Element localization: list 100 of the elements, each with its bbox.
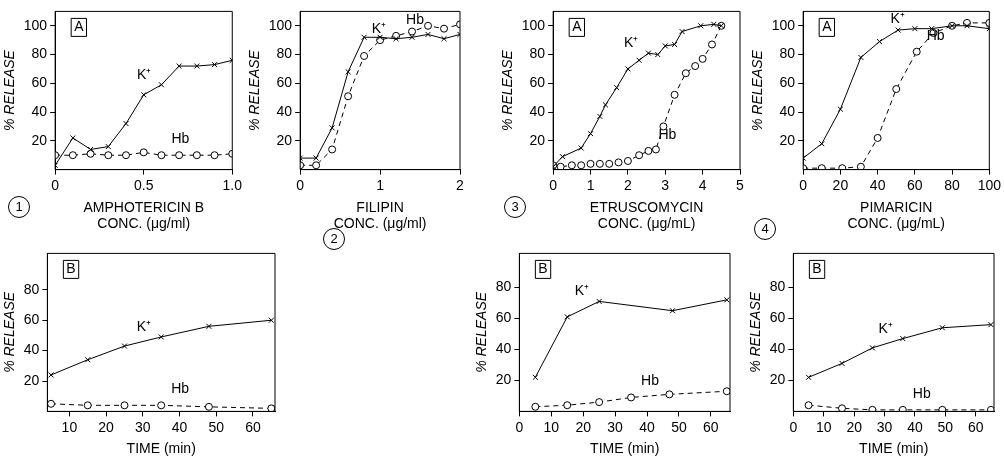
annotation: B	[812, 260, 822, 277]
y-tick-label: 40	[23, 341, 40, 358]
y-tick-label: 100	[771, 16, 796, 33]
y-tick-label: 80	[769, 278, 786, 295]
y-tick-label: 80	[23, 280, 40, 297]
text: 1	[8, 196, 30, 218]
y-tick-label: 20	[529, 131, 546, 148]
x-tick-label: 2	[456, 176, 465, 193]
y-tick-label: 20	[769, 371, 786, 388]
x-tick-label: 40	[171, 418, 188, 435]
x-tick-label: 0	[789, 418, 798, 435]
annotation: A	[74, 18, 85, 35]
series-label: Hb	[171, 130, 190, 147]
x-tick-label: 100	[977, 176, 1002, 193]
x-tick-label: 40	[639, 418, 656, 435]
y-tick-label: 60	[529, 74, 546, 91]
y-tick-label: 40	[495, 340, 512, 357]
annotation: A	[572, 18, 583, 35]
x-tick-label: 0	[51, 176, 60, 193]
y-tick-label: 80	[495, 278, 512, 295]
text: 2	[323, 228, 345, 250]
x-tick-label: 30	[135, 418, 151, 435]
series-label: Hb	[171, 380, 190, 397]
x-tick-label: 0	[515, 418, 524, 435]
x-tick-label: 0	[296, 176, 305, 193]
x-tick-label: 0	[799, 176, 808, 193]
x-tick-label: 50	[671, 418, 687, 435]
annotation: A	[822, 18, 833, 35]
series-label: Hb	[406, 10, 425, 27]
x-axis-title: ETRUSCOMYCIN CONC. (μg/mL)	[589, 198, 704, 232]
x-tick-label: 10	[815, 418, 832, 435]
y-tick-label: 20	[31, 131, 48, 148]
y-tick-label: 60	[276, 74, 293, 91]
x-tick-label: 5	[736, 176, 745, 193]
annotation: B	[66, 260, 76, 277]
series-label: K⁺	[878, 319, 893, 336]
y-tick-label: 80	[31, 45, 48, 62]
x-tick-label: 4	[698, 176, 707, 193]
x-tick-label: 30	[607, 418, 624, 435]
x-tick-label: 10	[543, 418, 560, 435]
x-tick-label: 20	[832, 176, 849, 193]
series-label: Hb	[926, 26, 945, 43]
series-label: Hb	[641, 372, 660, 389]
series-label: K⁺	[574, 282, 590, 299]
y-tick-label: 40	[276, 102, 293, 119]
x-axis-title: PIMARICIN CONC. (μg/mL)	[847, 198, 945, 232]
x-tick-label: 30	[876, 418, 893, 435]
series-label: K⁺	[890, 9, 905, 26]
y-tick-label: 80	[529, 45, 546, 62]
x-tick-label: 60	[703, 418, 719, 435]
y-tick-label: 40	[769, 340, 786, 357]
annotation: B	[538, 260, 548, 277]
y-tick-label: 60	[495, 309, 512, 326]
y-tick-label: 80	[276, 45, 293, 62]
y-tick-label: 20	[779, 131, 796, 148]
x-axis-title: TIME (min)	[126, 440, 196, 457]
y-tick-label: 40	[779, 102, 796, 119]
x-tick-label: 60	[967, 418, 984, 435]
y-tick-label: 20	[23, 371, 40, 388]
x-tick-label: 0	[549, 176, 558, 193]
y-tick-label: 100	[268, 16, 293, 33]
y-axis-title: % RELEASE	[1, 291, 18, 373]
y-tick-label: 20	[276, 131, 293, 148]
y-axis-title: % RELEASE	[473, 291, 490, 373]
y-tick-label: 40	[529, 102, 546, 119]
series-label: K⁺	[371, 19, 387, 36]
x-axis-title: TIME (min)	[859, 440, 929, 457]
x-tick-label: 10	[61, 418, 78, 435]
x-tick-label: 1	[586, 176, 595, 193]
y-axis-title: % RELEASE	[246, 49, 263, 131]
x-tick-label: 60	[907, 176, 923, 193]
y-axis-title: % RELEASE	[749, 49, 766, 131]
x-tick-label: 2	[624, 176, 632, 193]
text: 3	[504, 196, 526, 218]
y-tick-label: 100	[521, 16, 546, 33]
y-tick-label: 80	[779, 45, 796, 62]
x-tick-label: 50	[937, 418, 954, 435]
y-axis-title: % RELEASE	[747, 291, 764, 373]
series-label: Hb	[658, 125, 677, 142]
series-label: K⁺	[137, 65, 152, 82]
x-tick-label: 20	[846, 418, 863, 435]
x-tick-label: 60	[245, 418, 261, 435]
x-tick-label: 0.5	[133, 176, 154, 193]
x-tick-label: 1.0	[222, 176, 243, 193]
x-tick-label: 80	[944, 176, 961, 193]
series-label: K⁺	[624, 34, 639, 51]
y-axis-title: % RELEASE	[499, 49, 516, 131]
y-tick-label: 60	[769, 309, 786, 326]
x-tick-label: 20	[98, 418, 115, 435]
x-axis-title: AMPHOTERICIN B CONC. (μg/ml)	[83, 198, 204, 232]
y-tick-label: 100	[23, 16, 48, 33]
x-tick-label: 1	[376, 176, 385, 193]
x-tick-label: 40	[907, 418, 923, 435]
y-tick-label: 60	[31, 74, 48, 91]
series-label: Hb	[912, 384, 931, 401]
y-tick-label: 60	[23, 311, 40, 328]
x-tick-label: 20	[575, 418, 592, 435]
y-tick-label: 20	[495, 371, 512, 388]
series-label: K⁺	[136, 317, 152, 334]
y-tick-label: 40	[31, 102, 48, 119]
